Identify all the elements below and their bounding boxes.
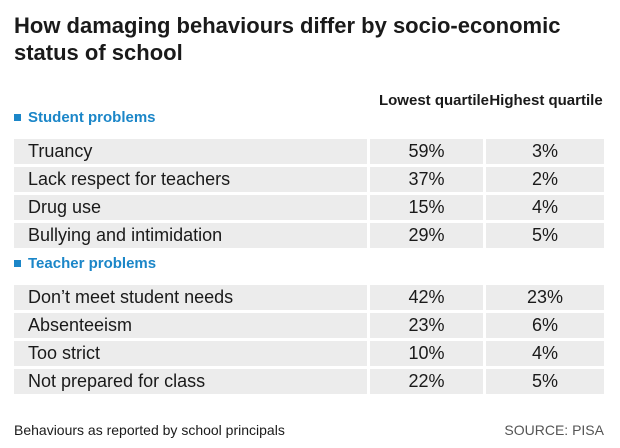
value-lowest: 59%: [370, 139, 483, 164]
value-lowest: 23%: [370, 313, 483, 338]
table-row: Bullying and intimidation 29% 5%: [14, 223, 604, 248]
value-highest: 5%: [486, 369, 604, 394]
value-lowest: 22%: [370, 369, 483, 394]
row-label: Lack respect for teachers: [14, 167, 367, 192]
row-label: Bullying and intimidation: [14, 223, 367, 248]
section-label: Student problems: [28, 109, 156, 126]
value-highest: 5%: [486, 223, 604, 248]
table-row: Too strict 10% 4%: [14, 341, 604, 366]
square-bullet-icon: [14, 114, 21, 121]
table-row: Absenteeism 23% 6%: [14, 313, 604, 338]
table-row: Don’t meet student needs 42% 23%: [14, 285, 604, 310]
row-label: Not prepared for class: [14, 369, 367, 394]
value-lowest: 42%: [370, 285, 483, 310]
value-highest: 4%: [486, 195, 604, 220]
row-label: Too strict: [14, 341, 367, 366]
value-lowest: 15%: [370, 195, 483, 220]
table-row: Truancy 59% 3%: [14, 139, 604, 164]
row-label: Don’t meet student needs: [14, 285, 367, 310]
value-lowest: 37%: [370, 167, 483, 192]
value-lowest: 29%: [370, 223, 483, 248]
footnote: Behaviours as reported by school princip…: [14, 422, 285, 438]
value-highest: 23%: [486, 285, 604, 310]
section-header-teacher-problems: Teacher problems: [14, 255, 156, 272]
value-highest: 4%: [486, 341, 604, 366]
value-highest: 2%: [486, 167, 604, 192]
row-label: Truancy: [14, 139, 367, 164]
source-label: SOURCE: PISA: [504, 422, 604, 438]
chart-title: How damaging behaviours differ by socio-…: [14, 13, 561, 65]
column-header-lowest: Lowest quartile: [378, 92, 490, 109]
section-label: Teacher problems: [28, 255, 157, 272]
table-row: Drug use 15% 4%: [14, 195, 604, 220]
value-highest: 3%: [486, 139, 604, 164]
square-bullet-icon: [14, 260, 21, 267]
section-header-student-problems: Student problems: [14, 109, 156, 126]
column-header-highest: Highest quartile: [489, 92, 603, 109]
row-label: Drug use: [14, 195, 367, 220]
table-row: Not prepared for class 22% 5%: [14, 369, 604, 394]
table-row: Lack respect for teachers 37% 2%: [14, 167, 604, 192]
value-lowest: 10%: [370, 341, 483, 366]
row-label: Absenteeism: [14, 313, 367, 338]
value-highest: 6%: [486, 313, 604, 338]
